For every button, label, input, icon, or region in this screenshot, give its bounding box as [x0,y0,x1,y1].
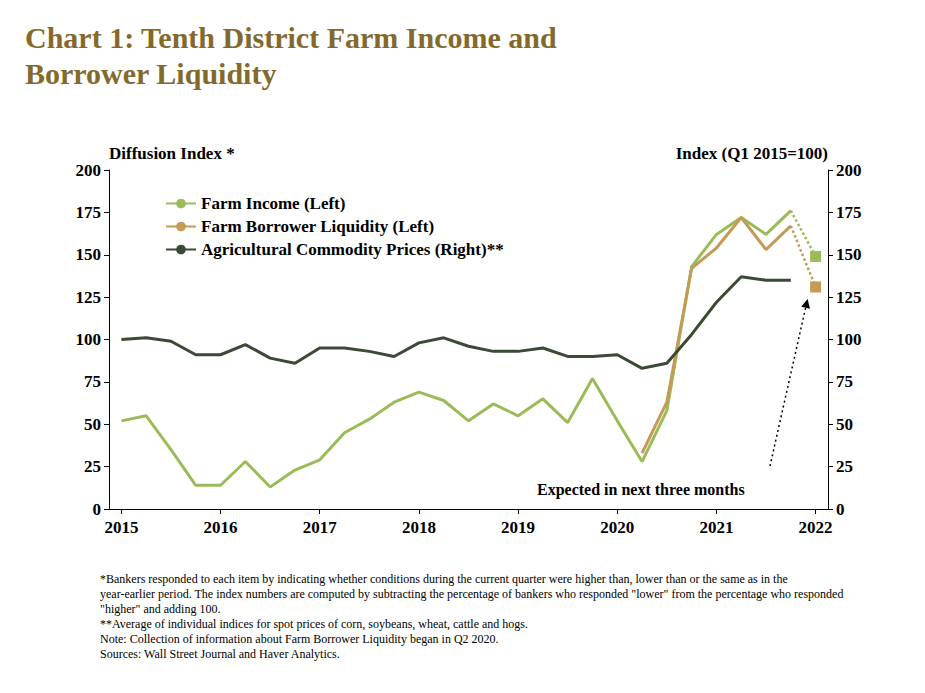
svg-text:Sources: Wall Street Journal a: Sources: Wall Street Journal and Haver A… [100,647,340,661]
svg-text:2017: 2017 [303,518,338,537]
svg-text:2015: 2015 [104,518,138,537]
svg-text:200: 200 [836,161,862,180]
svg-text:2018: 2018 [402,518,436,537]
svg-text:0: 0 [93,500,102,519]
svg-text:year-earlier period. The index: year-earlier period. The index numbers a… [100,587,846,601]
svg-text:Chart 1: Tenth District Farm I: Chart 1: Tenth District Farm Income and [25,21,564,54]
svg-text:100: 100 [836,330,862,349]
svg-text:**Average of individual indice: **Average of individual indices for spot… [100,617,528,631]
svg-text:75: 75 [84,372,101,391]
svg-text:75: 75 [836,372,853,391]
svg-text:0: 0 [836,500,845,519]
svg-text:2016: 2016 [204,518,238,537]
svg-text:Farm Income (Left): Farm Income (Left) [201,194,345,213]
svg-text:Borrower Liquidity: Borrower Liquidity [25,57,276,90]
svg-text:50: 50 [84,415,101,434]
svg-text:2022: 2022 [799,518,833,537]
svg-text:175: 175 [836,203,862,222]
svg-text:25: 25 [84,457,101,476]
svg-text:Agricultural Commodity Prices: Agricultural Commodity Prices (Right)** [201,240,504,259]
svg-text:2019: 2019 [501,518,535,537]
svg-text:125: 125 [76,288,102,307]
svg-text:150: 150 [76,245,102,264]
svg-text:Farm Borrower Liquidity (Left): Farm Borrower Liquidity (Left) [201,217,434,236]
svg-text:150: 150 [836,245,862,264]
svg-text:Expected in next three months: Expected in next three months [537,481,745,499]
svg-text:"higher" and adding 100.: "higher" and adding 100. [100,602,220,616]
svg-text:Diffusion Index *: Diffusion Index * [109,144,235,163]
svg-text:200: 200 [76,161,102,180]
svg-text:Index (Q1 2015=100): Index (Q1 2015=100) [676,144,828,163]
svg-text:Note: Collection of informatio: Note: Collection of information about Fa… [100,632,499,646]
svg-text:50: 50 [836,415,853,434]
svg-text:25: 25 [836,457,853,476]
svg-text:100: 100 [76,330,102,349]
svg-text:*Bankers responded to each ite: *Bankers responded to each item by indic… [100,572,791,586]
svg-text:125: 125 [836,288,862,307]
svg-text:175: 175 [76,203,102,222]
svg-text:2021: 2021 [699,518,733,537]
svg-text:2020: 2020 [600,518,634,537]
